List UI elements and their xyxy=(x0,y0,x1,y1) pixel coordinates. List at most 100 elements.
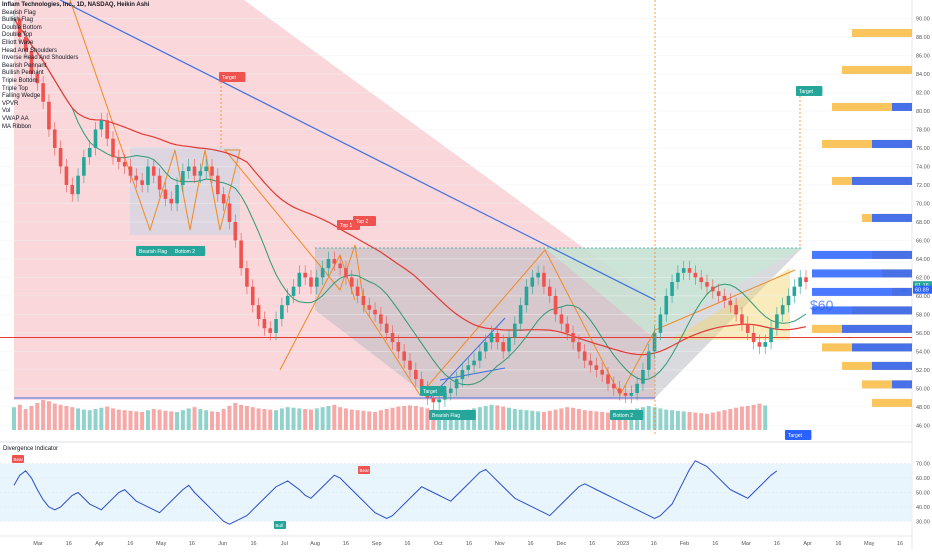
x-tick-label: 16 xyxy=(127,541,133,547)
legend-item[interactable]: Falling Wedge xyxy=(2,93,41,100)
legend-items: Bearish Flag Bullish Flag Double Bottom Dou… xyxy=(2,10,149,132)
volume-bar xyxy=(343,408,348,430)
candle-body xyxy=(687,268,692,273)
x-tick-label: 16 xyxy=(897,541,903,547)
volume-bar xyxy=(52,403,57,430)
volume-bar xyxy=(338,407,343,430)
volume-bar xyxy=(93,409,98,430)
volume-bar xyxy=(46,401,51,430)
pattern-label: Target xyxy=(423,389,438,395)
candle-body xyxy=(157,175,162,190)
candle-body xyxy=(623,393,628,396)
candle-body xyxy=(64,166,69,185)
volume-bar xyxy=(361,410,366,430)
volume-bar xyxy=(745,406,750,430)
candle-body xyxy=(408,360,412,370)
x-tick-label: May xyxy=(156,541,167,547)
candle-body xyxy=(105,120,109,139)
volume-bar xyxy=(297,408,302,430)
candle-body xyxy=(419,379,424,389)
volume-bar xyxy=(244,406,249,430)
legend-item[interactable]: Bearish Flag xyxy=(2,9,36,16)
candle-body xyxy=(699,277,703,283)
legend-item[interactable]: Head And Shoulders xyxy=(2,47,58,54)
pattern-label-box xyxy=(136,246,183,256)
pattern-label: Bottom 2 xyxy=(175,249,195,255)
x-tick-label: 16 xyxy=(250,541,256,547)
y-tick-label: 80.00 xyxy=(916,109,930,115)
volume-profile-bar xyxy=(892,102,912,111)
candle-body xyxy=(169,198,174,204)
volume-bar xyxy=(670,410,675,430)
y-tick-label: 62.00 xyxy=(916,275,930,281)
volume-bar xyxy=(687,412,692,430)
candle-body xyxy=(722,295,727,301)
volume-bar xyxy=(460,410,465,430)
volume-bar xyxy=(151,409,156,430)
volume-bar xyxy=(501,406,506,430)
volume-bar xyxy=(547,410,552,430)
volume-bar xyxy=(256,408,261,430)
volume-bar xyxy=(367,411,372,430)
volume-bar xyxy=(122,410,127,430)
candle-body xyxy=(361,295,366,306)
volume-bar xyxy=(378,410,383,430)
legend-item[interactable]: Elliott Wave xyxy=(2,39,34,46)
volume-bar xyxy=(268,409,273,430)
legend-item[interactable]: Double Bottom xyxy=(2,24,42,31)
legend-item[interactable]: Double Top xyxy=(2,32,33,39)
candle-body xyxy=(47,101,51,130)
volume-bar xyxy=(116,409,121,430)
volume-profile-bar xyxy=(852,343,912,352)
candle-body xyxy=(262,319,267,329)
legend-item[interactable]: MA Ribbon xyxy=(2,123,32,130)
candle-body xyxy=(198,171,203,176)
x-tick-label: Jun xyxy=(218,541,227,547)
pattern-label-box xyxy=(353,216,376,226)
y-tick-label: 46.00 xyxy=(916,423,930,429)
volume-bar xyxy=(716,411,721,430)
y-tick-label: 70.00 xyxy=(916,201,930,207)
volume-bar xyxy=(734,407,739,430)
candle-body xyxy=(315,277,319,287)
legend-item[interactable]: Inverse Head And Shoulders xyxy=(2,55,79,62)
candle-body xyxy=(693,272,698,278)
pattern-label-box xyxy=(219,72,246,82)
candle-body xyxy=(367,305,372,310)
candle-body xyxy=(256,305,261,320)
volume-bar xyxy=(402,406,407,430)
volume-bar xyxy=(198,409,203,430)
legend-item[interactable]: Triple Top xyxy=(2,85,29,92)
volume-bar xyxy=(646,406,651,430)
volume-bar xyxy=(250,407,255,430)
legend-item[interactable]: Vol xyxy=(2,108,11,115)
volume-bar xyxy=(763,405,768,430)
candle-body xyxy=(571,332,575,343)
y-tick-label: 66.00 xyxy=(916,238,930,244)
volume-bar xyxy=(495,405,500,430)
candle-body xyxy=(559,314,564,324)
volume-profile-bar xyxy=(832,102,912,111)
candle-body xyxy=(355,286,360,296)
candle-body xyxy=(600,369,604,375)
candle-body xyxy=(454,379,459,389)
candle-body xyxy=(460,369,465,380)
y-tick-label: 74.00 xyxy=(916,164,930,170)
candle-body xyxy=(652,332,657,352)
candle-body xyxy=(245,268,249,287)
legend-item[interactable]: Bullish Flag xyxy=(2,17,34,24)
candle-body xyxy=(23,36,28,51)
candle-body xyxy=(716,291,721,296)
volume-bar xyxy=(728,409,733,430)
candle-body xyxy=(501,342,505,352)
legend-item[interactable]: Bearish Pennant xyxy=(2,62,47,69)
candle-body xyxy=(798,277,802,287)
legend-item[interactable]: Triple Bottom xyxy=(2,77,38,84)
legend-item[interactable]: VWAP AA xyxy=(2,115,29,122)
x-tick-label: 16 xyxy=(404,541,410,547)
volume-bar xyxy=(291,407,296,430)
legend-item[interactable]: VPVR xyxy=(2,100,19,107)
legend-item[interactable]: Bullish Pennant xyxy=(2,70,44,77)
x-tick-label: May xyxy=(864,541,875,547)
